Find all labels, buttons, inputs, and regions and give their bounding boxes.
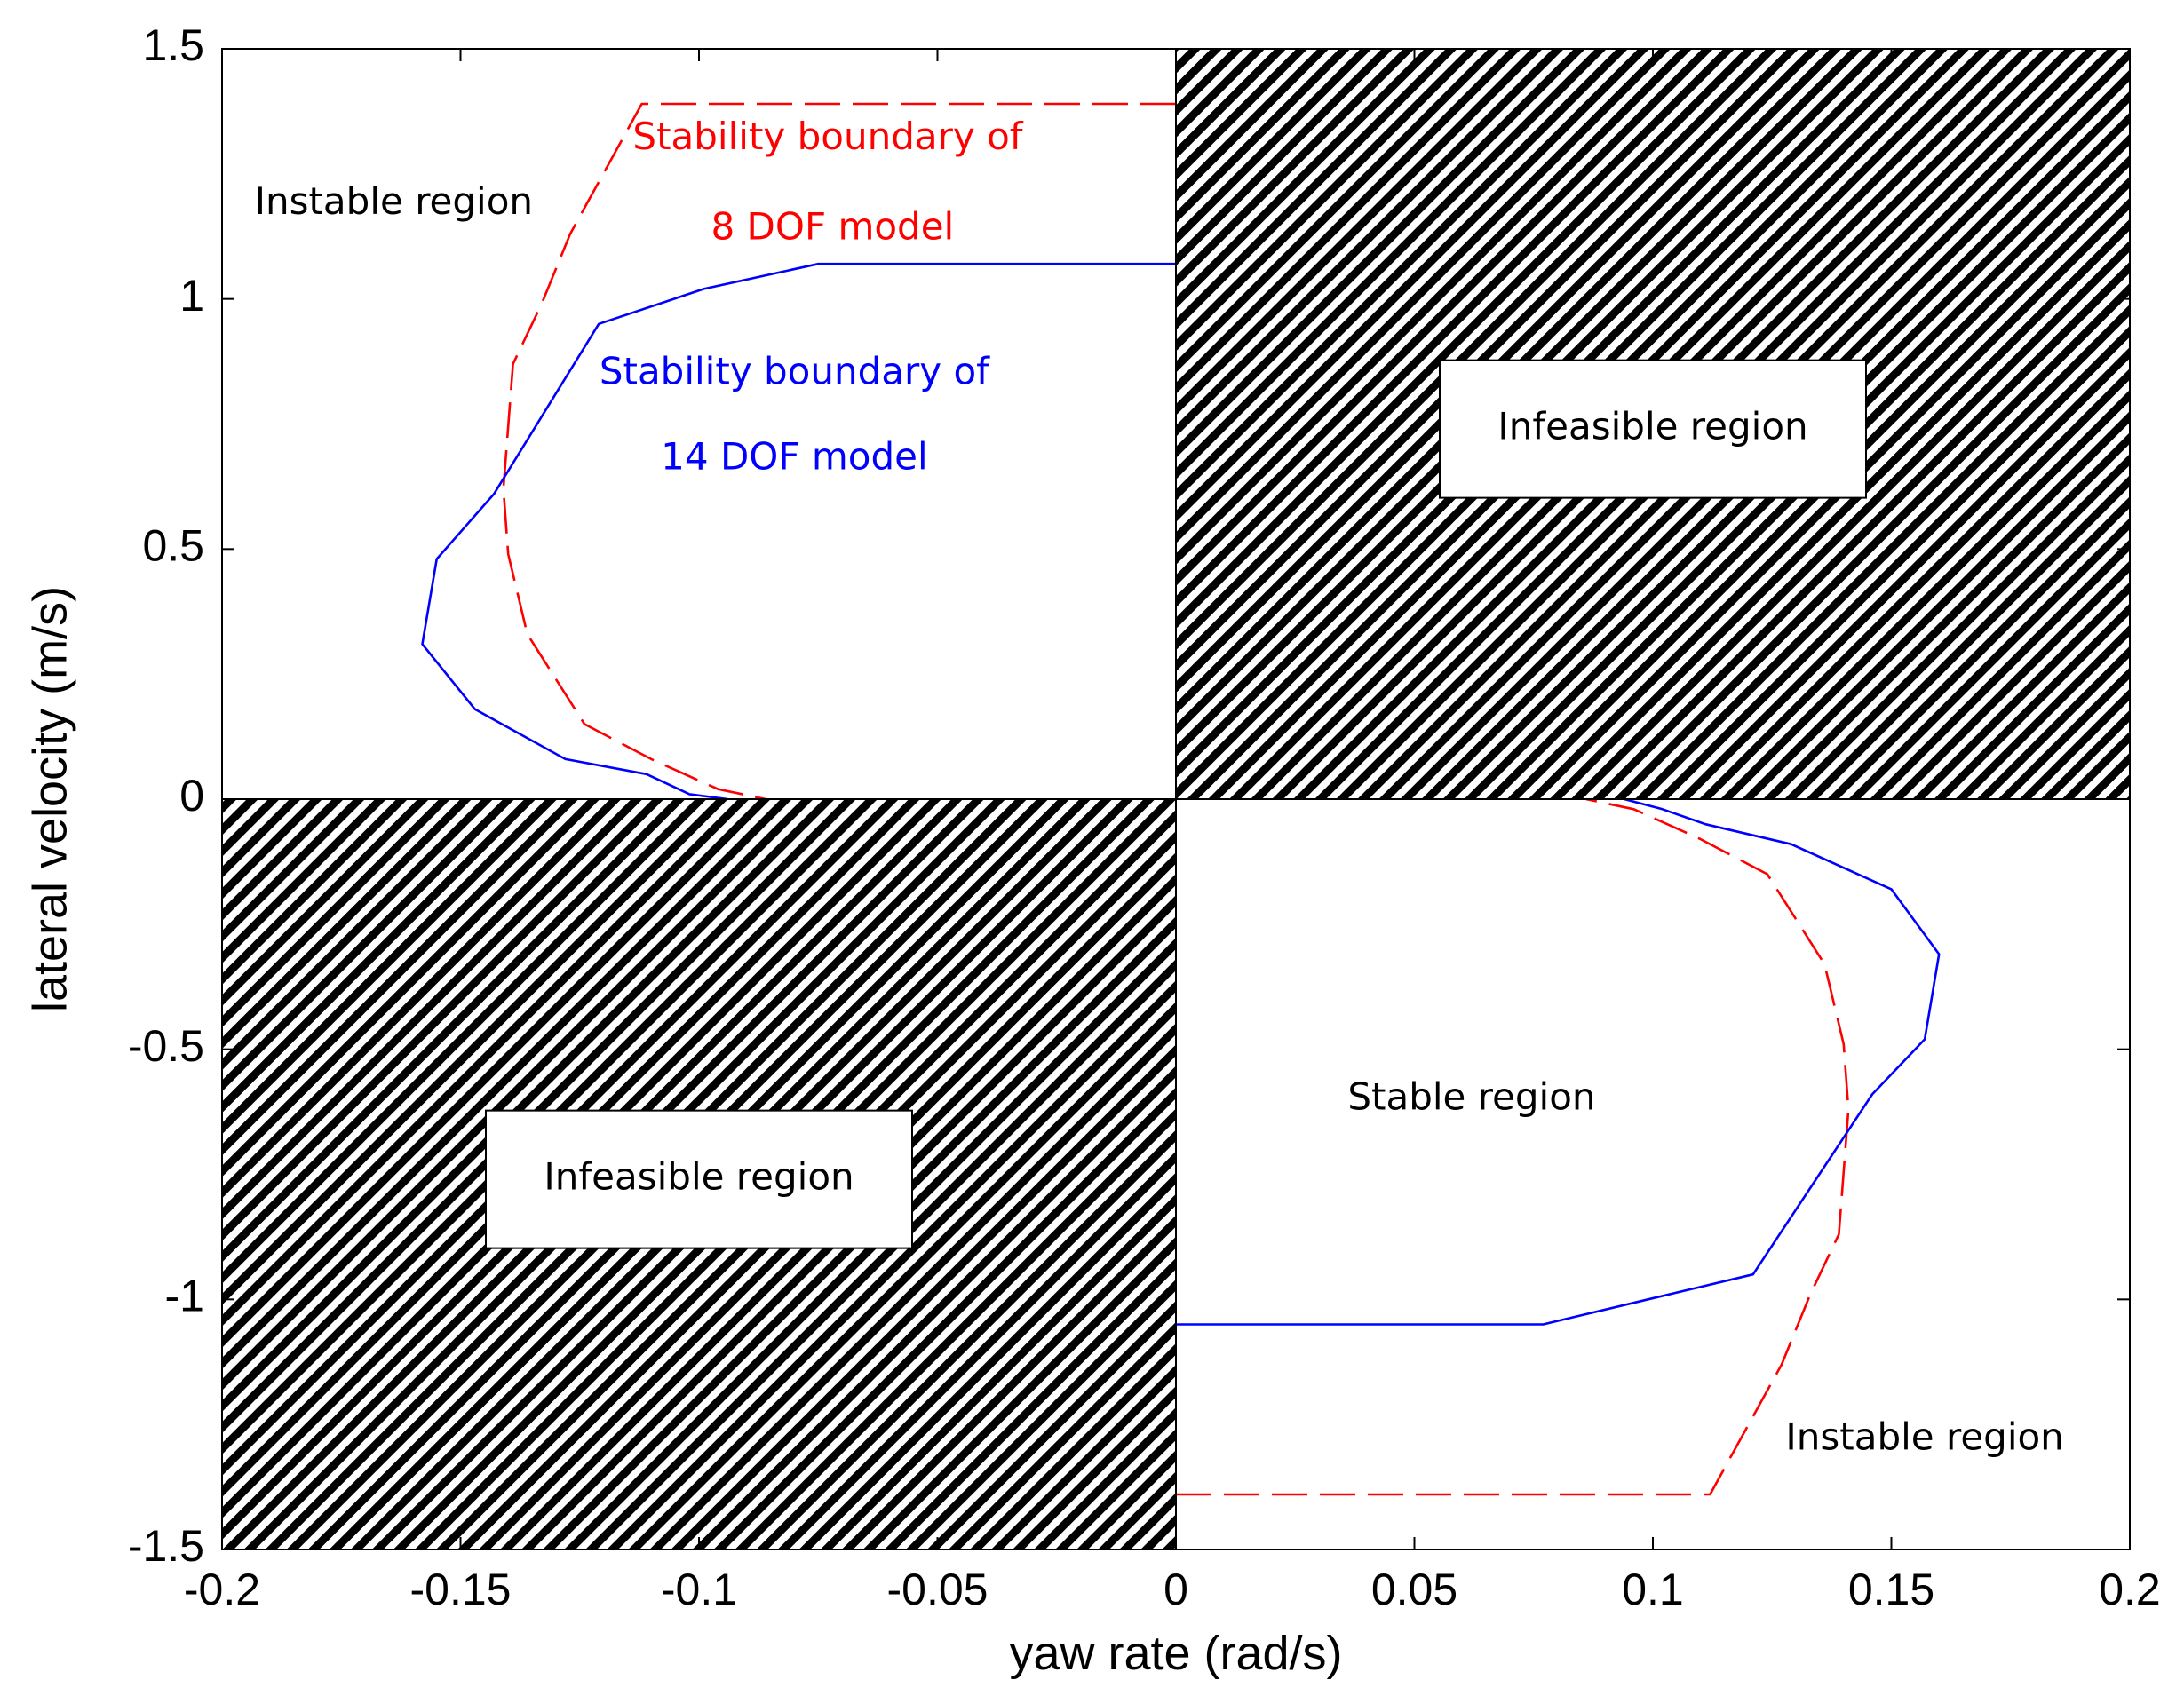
infeasible-region-upper-label: Infeasible region <box>1497 405 1807 448</box>
boundary-8dof-line1-label: Stability boundary of <box>632 115 1023 158</box>
x-tick-label: 0.1 <box>1622 1565 1684 1614</box>
x-tick-label: 0 <box>1163 1565 1188 1614</box>
boundary-8dof-line-lower <box>1176 797 1850 1496</box>
infeasible-region-lower-label: Infeasible region <box>544 1155 854 1199</box>
boundary-8dof-line2-label: 8 DOF model <box>711 204 954 248</box>
x-tick-label: 0.05 <box>1371 1565 1457 1614</box>
infeasible-region-lower-box <box>485 1109 913 1249</box>
y-tick-label: 0.5 <box>142 521 204 571</box>
boundary-8dof-line-upper <box>502 102 1176 801</box>
infeasible-region-upper-box <box>1439 359 1867 499</box>
boundary-14dof-line2-label: 14 DOF model <box>661 434 927 478</box>
boundary-14dof-line-lower <box>1176 797 1941 1326</box>
x-tick-label: 0.2 <box>2099 1565 2161 1614</box>
boundary-14dof-line1-label: Stability boundary of <box>600 350 990 393</box>
y-tick-label: 0 <box>179 771 204 820</box>
x-axis-label: yaw rate (rad/s) <box>1009 1627 1342 1680</box>
y-tick-label: -1.5 <box>128 1521 204 1571</box>
y-axis-label: lateral velocity (m/s) <box>23 586 76 1012</box>
x-tick-label: -0.2 <box>184 1565 260 1614</box>
x-tick-label: 0.15 <box>1848 1565 1934 1614</box>
y-tick-label: -1 <box>165 1272 204 1321</box>
y-tick-label: 1 <box>179 271 204 321</box>
instable-region-upper-label: Instable region <box>255 179 533 223</box>
y-tick-label: -0.5 <box>128 1021 204 1071</box>
y-tick-label: 1.5 <box>142 20 204 70</box>
x-tick-label: -0.15 <box>410 1565 512 1614</box>
stable-region-label: Stable region <box>1347 1075 1595 1119</box>
instable-region-lower-label: Instable region <box>1785 1415 2063 1459</box>
x-tick-label: -0.05 <box>887 1565 989 1614</box>
boundary-14dof-line-upper <box>421 262 1176 801</box>
x-tick-label: -0.1 <box>661 1565 737 1614</box>
